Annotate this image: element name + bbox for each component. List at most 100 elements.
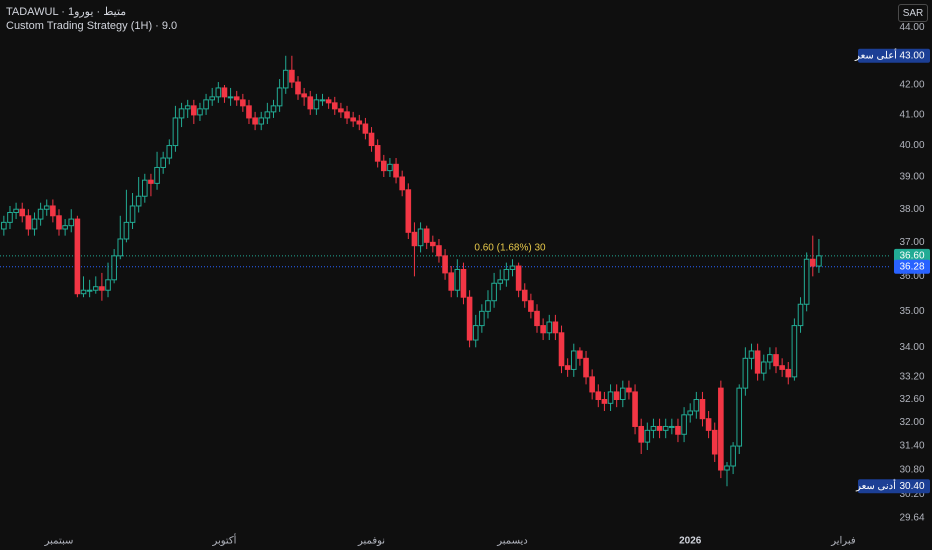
candle-body	[338, 108, 344, 113]
annotation: 0.60 (1.68%) 30	[474, 243, 546, 254]
candle-body	[411, 231, 418, 247]
candle-body	[638, 425, 644, 443]
candle-body	[497, 279, 504, 284]
currency-button[interactable]: SAR	[898, 4, 928, 22]
candle-body	[718, 387, 724, 471]
candle-body	[705, 418, 712, 431]
candle-body	[534, 310, 540, 327]
candle-body	[307, 96, 314, 110]
candle-body	[62, 225, 68, 230]
candle-body	[258, 117, 265, 125]
y-tick-label: 32.00	[899, 417, 924, 428]
candle-body	[540, 325, 546, 334]
candle-body	[552, 321, 559, 334]
candle-body	[644, 429, 651, 443]
y-tick-label: 41.00	[899, 110, 924, 121]
x-tick-label: فبراير	[830, 536, 856, 547]
y-tick-label: 32.60	[899, 394, 924, 405]
candle-body	[803, 258, 810, 305]
candle-body	[564, 365, 571, 370]
candle-body	[387, 163, 393, 172]
candle-body	[767, 354, 773, 363]
y-tick-label: 36.00	[899, 271, 924, 282]
candle-body	[583, 357, 589, 378]
candle-body	[521, 289, 528, 302]
candle-body	[809, 258, 816, 267]
candle-body	[442, 255, 448, 274]
candle-body	[650, 425, 657, 431]
candle-body	[724, 465, 730, 471]
candle-body	[595, 391, 602, 401]
candle-body	[773, 354, 779, 367]
candle-body	[123, 221, 130, 240]
candle-body	[687, 410, 694, 416]
badge-bg	[894, 248, 930, 263]
candle-body	[362, 123, 369, 134]
candle-body	[669, 425, 675, 428]
y-tick-label: 33.20	[899, 372, 924, 383]
candle-body	[374, 145, 381, 162]
candle-body	[1, 221, 7, 230]
candle-body	[252, 117, 258, 125]
candle-body	[405, 189, 412, 233]
candle-body	[368, 132, 375, 147]
candle-body	[632, 391, 638, 427]
candle-body	[166, 145, 173, 159]
candle-body	[656, 425, 663, 431]
candle-body	[215, 87, 222, 98]
candle-body	[589, 376, 595, 393]
candle-body	[350, 117, 356, 122]
candle-body	[509, 265, 516, 270]
candle-body	[25, 215, 32, 230]
candle-body	[43, 205, 50, 210]
candle-body	[99, 286, 105, 291]
x-tick-label: 2026	[679, 536, 702, 547]
candle-body	[485, 300, 491, 312]
candle-body	[227, 96, 234, 99]
candle-body	[797, 303, 804, 327]
badge-bg	[894, 259, 930, 274]
candle-body	[276, 87, 283, 107]
candle-body	[240, 99, 246, 107]
candle-body	[31, 218, 38, 230]
candle-body	[13, 208, 19, 214]
candle-body	[282, 69, 289, 89]
candle-body	[135, 195, 142, 207]
y-tick-label: 30.20	[899, 489, 924, 500]
x-tick-label: ديسمبر	[496, 536, 527, 547]
y-tick-label: 42.00	[899, 80, 924, 91]
candle-body	[436, 245, 442, 257]
candle-body	[197, 108, 203, 116]
candle-body	[607, 391, 614, 404]
candle-body	[221, 87, 228, 98]
candle-body	[748, 350, 755, 359]
candle-body	[791, 325, 798, 378]
candle-body	[472, 325, 479, 341]
x-tick-label: سبتمبر	[44, 536, 74, 547]
candle-body	[295, 81, 301, 95]
candle-body	[117, 238, 124, 257]
candle-body	[515, 265, 522, 291]
candle-body	[356, 120, 363, 125]
candle-body	[80, 289, 87, 295]
candle-body	[736, 387, 743, 447]
x-tick-label: نوفمبر	[357, 536, 385, 547]
x-tick-label: أكتوبر	[211, 534, 236, 547]
candle-body	[448, 272, 455, 291]
candle-body	[393, 163, 399, 178]
subtitle: Custom Trading Strategy (1H) · 9.0	[6, 20, 178, 32]
candle-body	[466, 296, 473, 341]
candle-body	[233, 96, 240, 101]
candle-body	[491, 282, 497, 302]
candle-body	[7, 212, 13, 223]
candle-body	[430, 241, 436, 247]
candle-body	[160, 157, 166, 168]
candle-body	[662, 425, 669, 431]
badge-tag-bg	[858, 479, 930, 494]
candle-body	[37, 208, 44, 220]
price-badge: 36.60	[899, 250, 924, 261]
badge-tag: أعلى سعر	[854, 48, 897, 61]
candle-body	[779, 365, 785, 370]
candle-body	[105, 279, 111, 291]
